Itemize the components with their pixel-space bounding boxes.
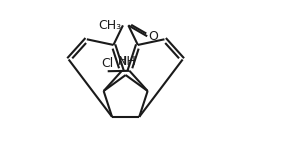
Text: NH: NH [118,55,137,68]
Text: H: H [118,56,126,66]
Text: CH₃: CH₃ [98,19,122,32]
Text: O: O [149,30,158,43]
Text: Cl: Cl [102,57,114,70]
